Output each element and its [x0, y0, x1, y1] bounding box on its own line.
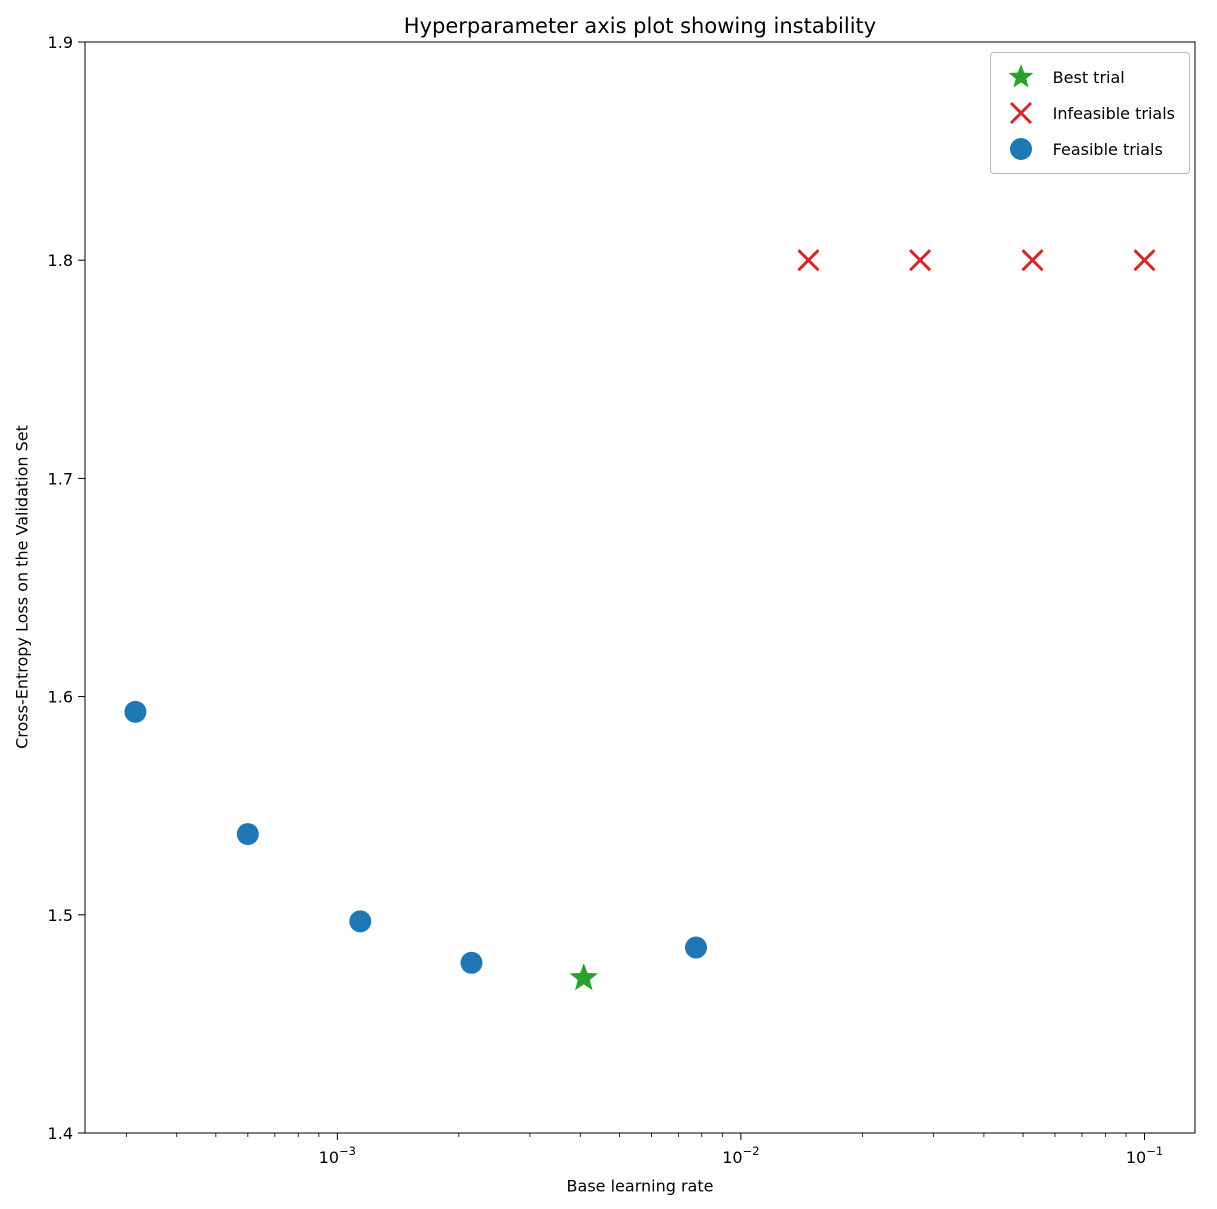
legend-label: Infeasible trials — [1052, 103, 1175, 123]
point-feasible-trials — [349, 910, 372, 933]
legend-item-best-trial: Best trial — [1001, 63, 1175, 91]
x-axis-label: Base learning rate — [566, 1176, 714, 1196]
y-tick-label: 1.6 — [48, 688, 73, 707]
legend-item-feasible-trials: Feasible trials — [1001, 135, 1175, 163]
x-mark-shape — [1009, 101, 1032, 125]
y-axis-label: Cross-Entropy Loss on the Validation Set — [12, 425, 32, 749]
x-mark-icon — [1009, 101, 1032, 125]
point-infeasible-trials — [797, 249, 820, 272]
y-tick-label: 1.4 — [48, 1124, 73, 1143]
star-icon — [1008, 64, 1034, 88]
circle-marker-shape — [1009, 138, 1032, 160]
x-tick-label: 10−1 — [1126, 1144, 1163, 1167]
point-infeasible-trials — [1021, 249, 1044, 272]
x-tick-label: 10−3 — [319, 1144, 356, 1167]
point-feasible-trials — [236, 823, 259, 846]
y-tick-label: 1.5 — [48, 906, 73, 925]
point-feasible-trials — [460, 951, 483, 974]
legend-item-infeasible-trials: Infeasible trials — [1001, 99, 1175, 127]
point-feasible-trials — [124, 700, 147, 723]
point-feasible-trials — [685, 936, 708, 959]
legend-label: Feasible trials — [1052, 139, 1163, 159]
y-tick-label: 1.9 — [48, 33, 73, 52]
x-tick-label: 10−2 — [722, 1144, 759, 1167]
y-tick-label: 1.7 — [48, 469, 73, 488]
circle-marker-icon — [1009, 138, 1032, 160]
legend-label: Best trial — [1052, 67, 1125, 87]
point-best-trial — [569, 963, 599, 991]
chart-title: Hyperparameter axis plot showing instabi… — [403, 14, 877, 38]
plot-frame — [84, 41, 1196, 1134]
point-infeasible-trials — [909, 249, 932, 272]
star-shape — [1008, 64, 1034, 88]
legend: Best trial Infeasible trials Feasible tr… — [989, 52, 1190, 174]
y-tick-label: 1.8 — [48, 251, 73, 270]
point-infeasible-trials — [1133, 249, 1156, 272]
